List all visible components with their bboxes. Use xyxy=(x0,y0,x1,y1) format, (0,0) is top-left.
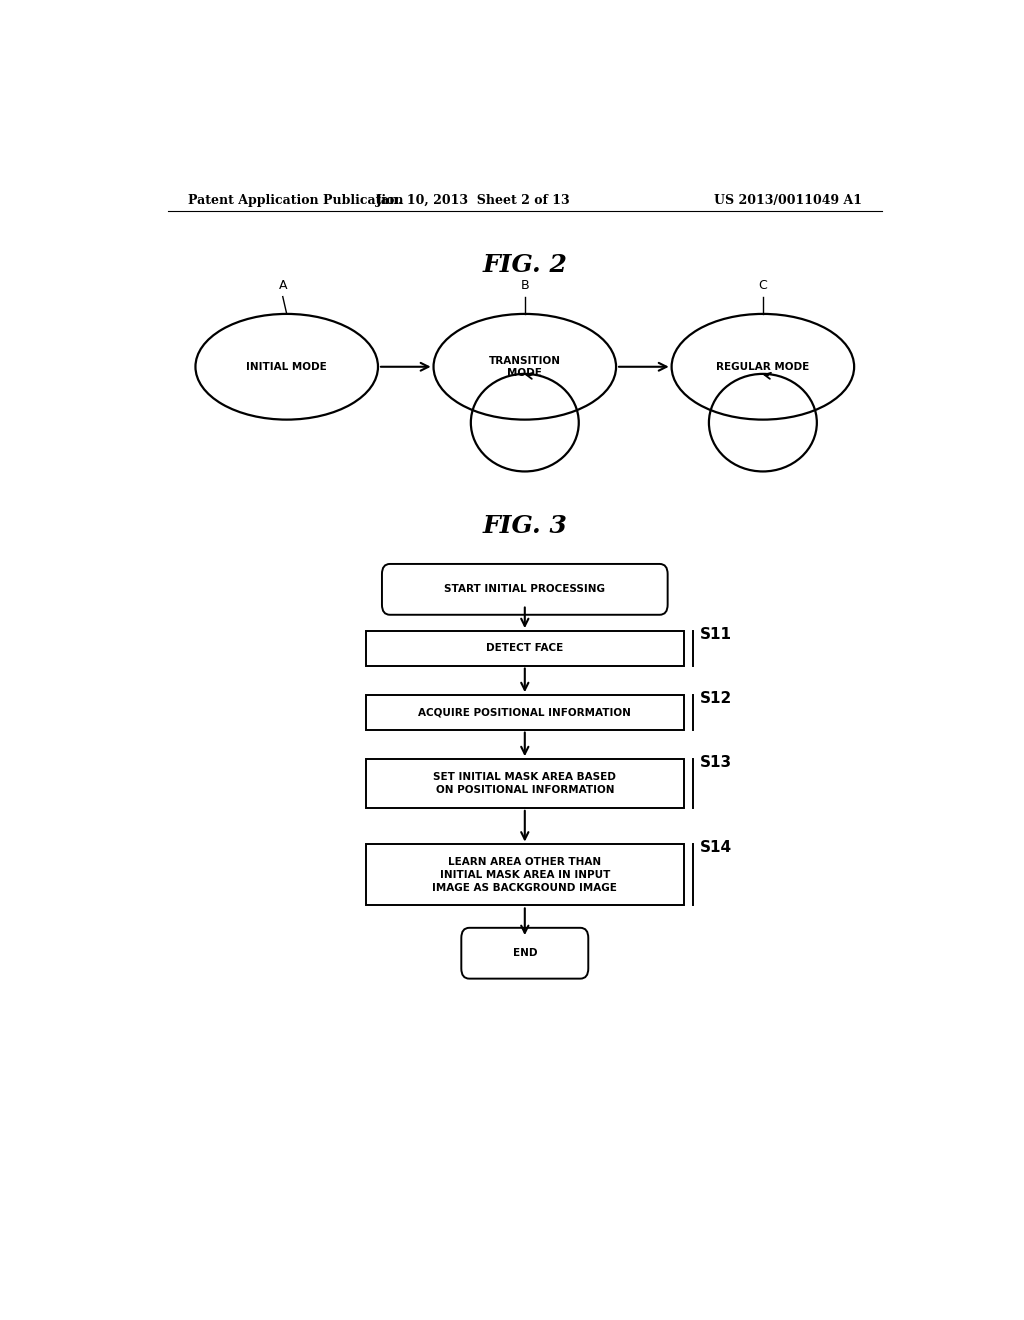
Text: FIG. 3: FIG. 3 xyxy=(482,515,567,539)
Text: S13: S13 xyxy=(699,755,731,770)
Bar xyxy=(367,696,684,730)
Text: B: B xyxy=(520,279,529,292)
Bar xyxy=(367,631,684,665)
Text: FIG. 2: FIG. 2 xyxy=(482,253,567,277)
Text: Patent Application Publication: Patent Application Publication xyxy=(187,194,403,206)
Text: REGULAR MODE: REGULAR MODE xyxy=(716,362,810,372)
Text: START INITIAL PROCESSING: START INITIAL PROCESSING xyxy=(444,585,605,594)
Text: S11: S11 xyxy=(699,627,731,642)
Text: TRANSITION
MODE: TRANSITION MODE xyxy=(488,356,561,378)
Text: Jan. 10, 2013  Sheet 2 of 13: Jan. 10, 2013 Sheet 2 of 13 xyxy=(376,194,570,206)
Bar xyxy=(367,759,684,808)
Text: A: A xyxy=(279,279,287,292)
Text: S12: S12 xyxy=(699,690,731,706)
Text: LEARN AREA OTHER THAN
INITIAL MASK AREA IN INPUT
IMAGE AS BACKGROUND IMAGE: LEARN AREA OTHER THAN INITIAL MASK AREA … xyxy=(432,857,617,892)
Text: INITIAL MODE: INITIAL MODE xyxy=(247,362,327,372)
Text: END: END xyxy=(513,948,537,958)
Text: S14: S14 xyxy=(699,841,731,855)
Text: C: C xyxy=(759,279,767,292)
Bar xyxy=(367,845,684,906)
Text: US 2013/0011049 A1: US 2013/0011049 A1 xyxy=(714,194,862,206)
Text: SET INITIAL MASK AREA BASED
ON POSITIONAL INFORMATION: SET INITIAL MASK AREA BASED ON POSITIONA… xyxy=(433,772,616,795)
Text: DETECT FACE: DETECT FACE xyxy=(486,643,563,653)
Text: ACQUIRE POSITIONAL INFORMATION: ACQUIRE POSITIONAL INFORMATION xyxy=(419,708,631,717)
